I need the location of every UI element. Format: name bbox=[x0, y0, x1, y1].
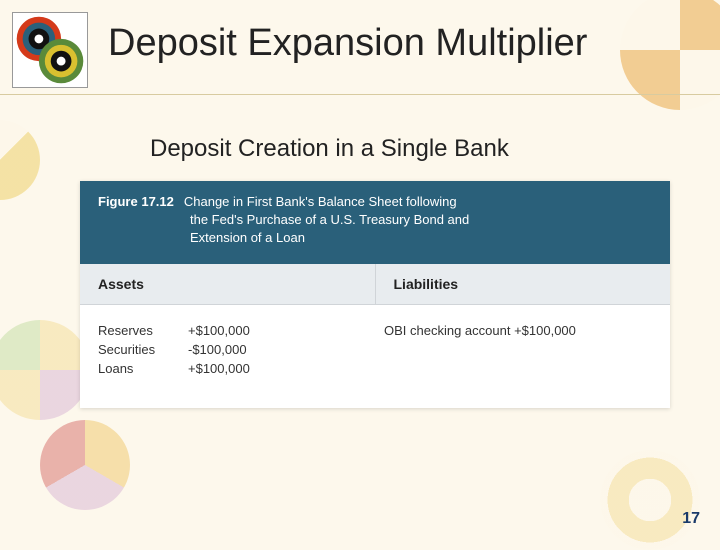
table-row: OBI checking account +$100,000 bbox=[384, 323, 652, 338]
figure-caption: Change in First Bank's Balance Sheet fol… bbox=[98, 194, 652, 248]
figure-column-headers: Assets Liabilities bbox=[80, 264, 670, 305]
bg-accent-left-2 bbox=[0, 320, 90, 420]
table-row: Reserves +$100,000 bbox=[98, 323, 366, 338]
slide-header: Deposit Expansion Multiplier bbox=[0, 0, 720, 95]
asset-value: +$100,000 bbox=[188, 323, 250, 338]
liabilities-column: OBI checking account +$100,000 bbox=[366, 319, 652, 380]
table-row: Securities -$100,000 bbox=[98, 342, 366, 357]
asset-value: +$100,000 bbox=[188, 361, 250, 376]
column-header-liabilities: Liabilities bbox=[375, 264, 671, 304]
figure-number: Figure 17.12 bbox=[98, 193, 174, 211]
figure-body: Reserves +$100,000 Securities -$100,000 … bbox=[80, 305, 670, 408]
liability-entry: OBI checking account +$100,000 bbox=[384, 323, 576, 338]
page-number: 17 bbox=[682, 510, 700, 528]
bg-accent-left-1 bbox=[0, 120, 40, 200]
assets-column: Reserves +$100,000 Securities -$100,000 … bbox=[98, 319, 366, 380]
asset-label: Securities bbox=[98, 342, 188, 357]
column-header-assets: Assets bbox=[80, 264, 375, 304]
asset-label: Reserves bbox=[98, 323, 188, 338]
bg-accent-bottom-right bbox=[600, 450, 700, 550]
delaunay-circles-icon bbox=[12, 12, 88, 88]
balance-sheet-figure: Figure 17.12Change in First Bank's Balan… bbox=[80, 181, 670, 408]
table-row: Loans +$100,000 bbox=[98, 361, 366, 376]
figure-header: Figure 17.12Change in First Bank's Balan… bbox=[80, 181, 670, 264]
asset-label: Loans bbox=[98, 361, 188, 376]
slide-subtitle: Deposit Creation in a Single Bank bbox=[150, 135, 720, 163]
slide-title: Deposit Expansion Multiplier bbox=[108, 12, 587, 65]
asset-value: -$100,000 bbox=[188, 342, 247, 357]
bg-accent-left-3 bbox=[40, 420, 130, 510]
